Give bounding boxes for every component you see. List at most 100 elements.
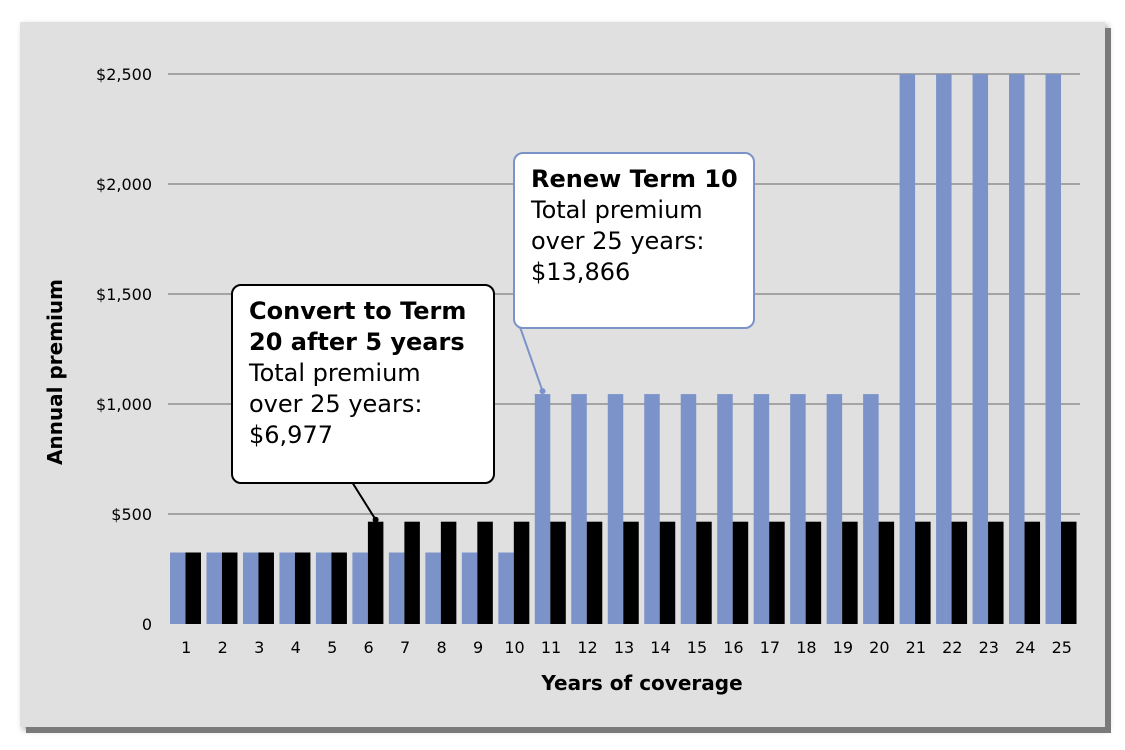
bar [170, 552, 186, 624]
renew-leader-dot [539, 388, 546, 395]
bar [988, 521, 1004, 624]
bar [644, 394, 660, 624]
convert-leader-dot [372, 516, 379, 523]
bar [936, 74, 952, 624]
bar [586, 521, 603, 624]
x-tick-label: 17 [760, 638, 780, 657]
x-tick-label: 6 [364, 638, 374, 657]
bar [534, 394, 551, 624]
x-tick-label: 8 [437, 638, 447, 657]
x-tick-label: 1 [181, 638, 191, 657]
x-tick-label: 14 [650, 638, 670, 657]
bar [732, 521, 749, 624]
x-tick-label: 2 [218, 638, 228, 657]
x-tick-label: 10 [504, 638, 524, 657]
bar [899, 74, 916, 624]
y-tick-label: $1,000 [96, 395, 152, 414]
bar [1024, 521, 1041, 624]
bar [842, 521, 858, 624]
renew-leader-line [519, 326, 544, 392]
bar [294, 552, 311, 624]
y-tick-label: $1,500 [96, 285, 152, 304]
x-tick-label: 21 [906, 638, 926, 657]
callout-line: over 25 years: [249, 390, 423, 418]
bar [404, 521, 420, 624]
bar [696, 521, 712, 624]
bar [623, 521, 639, 624]
convert-term-20-callout: Convert to Term 20 after 5 years Total p… [231, 284, 495, 484]
callout-line: Total premium [249, 359, 421, 387]
callout-heading: Convert to Term [249, 297, 467, 325]
bar [352, 552, 368, 624]
bar [513, 521, 530, 624]
y-tick-label: $2,000 [96, 175, 152, 194]
bar [206, 552, 222, 624]
x-tick-label: 7 [400, 638, 410, 657]
bar [571, 394, 587, 624]
callout-heading: 20 after 5 years [249, 328, 465, 356]
bar [258, 552, 274, 624]
bar [388, 552, 405, 624]
x-tick-label: 12 [577, 638, 597, 657]
bar [440, 521, 457, 624]
bar [315, 552, 332, 624]
bar [607, 394, 624, 624]
y-tick-labels: 0 $500 $1,000 $1,500 $2,000 $2,500 [96, 65, 152, 634]
bar [680, 394, 697, 624]
bar [367, 521, 384, 624]
bar [550, 521, 566, 624]
bar [805, 521, 822, 624]
bar [878, 521, 895, 624]
bar [753, 394, 770, 624]
x-tick-labels: 1 2 3 4 5 6 7 8 9 10 11 12 13 14 15 16 17 18 19 20 21 22 23 24 2… [181, 638, 1072, 657]
callout-leaders [351, 326, 546, 523]
x-tick-label: 5 [327, 638, 337, 657]
bar [717, 394, 733, 624]
bar [972, 74, 989, 624]
x-tick-label: 25 [1052, 638, 1072, 657]
x-tick-label: 16 [723, 638, 743, 657]
renew-term-10-callout: Renew Term 10 Total premium over 25 year… [513, 152, 755, 329]
bar [1061, 521, 1077, 624]
x-tick-label: 22 [942, 638, 962, 657]
bar [915, 521, 931, 624]
bar [1009, 74, 1025, 624]
y-tick-label: 0 [142, 615, 152, 634]
bar [951, 521, 968, 624]
bar [221, 552, 238, 624]
callout-value: $6,977 [249, 421, 333, 449]
x-tick-label: 18 [796, 638, 816, 657]
bars [170, 74, 1077, 624]
callout-value: $13,866 [531, 258, 631, 286]
x-tick-label: 3 [254, 638, 264, 657]
y-tick-label: $2,500 [96, 65, 152, 84]
bar [242, 552, 259, 624]
callout-line: over 25 years: [531, 227, 705, 255]
bar [1045, 74, 1062, 624]
x-tick-label: 24 [1015, 638, 1035, 657]
x-axis-title: Years of coverage [540, 671, 742, 695]
bar [826, 394, 843, 624]
x-tick-label: 11 [541, 638, 561, 657]
x-tick-label: 23 [979, 638, 999, 657]
bar [425, 552, 441, 624]
x-tick-label: 15 [687, 638, 707, 657]
callout-line: Total premium [531, 196, 703, 224]
callout-heading: Renew Term 10 [531, 165, 738, 193]
x-tick-label: 13 [614, 638, 634, 657]
x-tick-label: 20 [869, 638, 889, 657]
x-tick-label: 9 [473, 638, 483, 657]
y-tick-label: $500 [111, 505, 152, 524]
bar [863, 394, 879, 624]
x-tick-label: 4 [291, 638, 301, 657]
convert-leader-line [351, 481, 377, 521]
bar [790, 394, 806, 624]
bar [498, 552, 514, 624]
bar [477, 521, 493, 624]
bar [331, 552, 347, 624]
x-tick-label: 19 [833, 638, 853, 657]
bar [461, 552, 478, 624]
y-axis-title: Annual premium [43, 279, 67, 465]
